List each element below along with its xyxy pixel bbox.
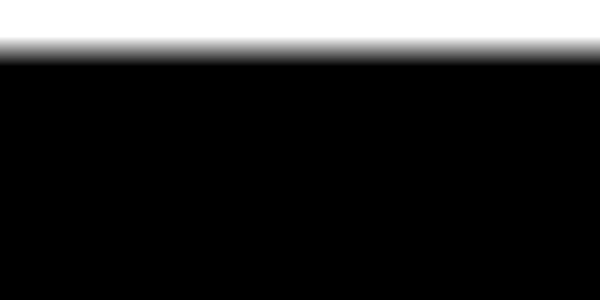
Bar <box>393 187 424 240</box>
Bar <box>225 210 256 240</box>
Bar <box>118 78 148 240</box>
Bar <box>363 217 393 240</box>
Bar <box>87 169 118 240</box>
Text: 1.15: 1.15 <box>77 164 105 174</box>
Y-axis label: Market Size in USD Billion: Market Size in USD Billion <box>45 64 58 217</box>
Bar <box>531 204 561 240</box>
Bar <box>256 172 286 240</box>
Text: Mirna Sequencing And Assay Market, By Application, 2024 & 2035: Mirna Sequencing And Assay Market, By Ap… <box>64 15 550 30</box>
Bar <box>500 222 531 240</box>
Legend: 2024, 2035: 2024, 2035 <box>461 43 579 65</box>
